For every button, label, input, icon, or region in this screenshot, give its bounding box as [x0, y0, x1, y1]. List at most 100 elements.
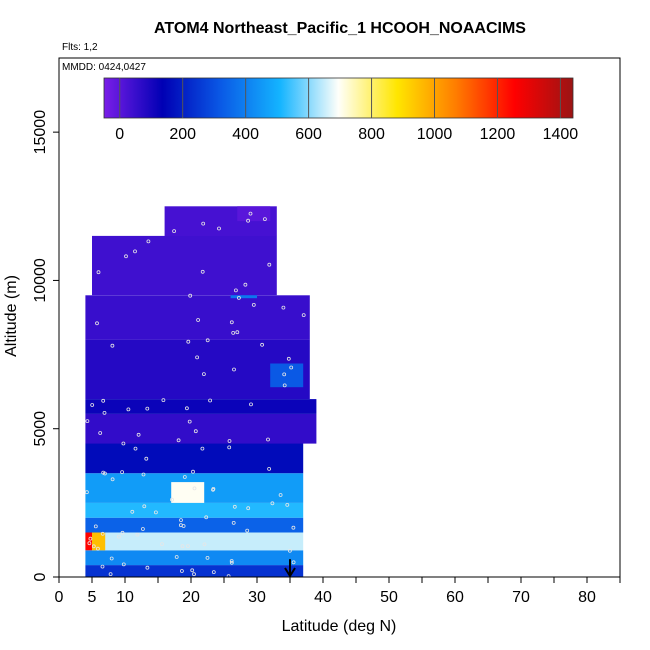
heatmap-cell	[85, 295, 310, 340]
colorbar-tick-label: 1200	[480, 126, 516, 143]
sample-point	[196, 318, 201, 322]
sample-point	[181, 524, 186, 528]
sample-point	[100, 564, 105, 569]
sample-point	[232, 367, 236, 372]
sample-point	[109, 556, 114, 561]
sample-point	[130, 509, 135, 514]
sample-point	[176, 438, 181, 443]
x-tick-label: 0	[55, 589, 64, 606]
heatmap-cell	[85, 502, 304, 518]
sample-point	[161, 398, 166, 403]
sample-point	[249, 402, 253, 407]
sample-point	[217, 226, 221, 231]
sample-point	[88, 536, 93, 541]
sample-point	[227, 445, 232, 450]
sample-point	[251, 302, 256, 307]
sample-point	[226, 574, 231, 578]
chart-title: ATOM4 Northeast_Pacific_1 HCOOH_NOAACIMS	[154, 20, 526, 37]
heatmap-cell	[270, 363, 304, 388]
colorbar-tick-label: 200	[169, 126, 196, 143]
colorbar: 0 200 400 600 800 1000 1200 1400	[103, 77, 579, 143]
sample-point	[85, 490, 89, 495]
sample-point	[124, 254, 128, 259]
sample-point	[229, 320, 234, 325]
sample-point	[190, 568, 195, 573]
sample-point	[267, 466, 272, 471]
x-tick-label: 50	[380, 589, 398, 606]
plot-frame	[58, 57, 621, 578]
flights-note: Flts: 1,2	[62, 42, 98, 53]
sample-point	[91, 544, 96, 549]
sample-point	[282, 372, 287, 377]
sample-point	[135, 532, 140, 537]
heatmap-cell	[85, 517, 304, 533]
heatmap-cell	[85, 565, 304, 577]
sample-point	[266, 437, 270, 442]
y-tick-label: 15000	[32, 110, 49, 155]
sample-point	[144, 456, 149, 461]
sample-point	[246, 218, 251, 223]
sample-point	[93, 524, 98, 529]
x-tick-label: 30	[248, 589, 266, 606]
sample-point	[170, 497, 174, 502]
sample-point	[184, 406, 189, 411]
sample-point	[192, 486, 197, 491]
y-tick-label: 10000	[32, 258, 49, 303]
y-tick-label: 0	[32, 572, 49, 581]
sample-point	[85, 419, 90, 424]
sample-point	[201, 221, 206, 226]
sample-point	[282, 383, 287, 388]
heatmap-cell	[92, 235, 277, 296]
sample-point	[90, 403, 95, 407]
sample-point	[96, 546, 100, 551]
heatmap-cell	[85, 550, 304, 566]
colorbar-tick-label: 400	[232, 126, 259, 143]
sample-point	[205, 338, 210, 343]
sample-point	[133, 249, 137, 254]
colorbar-tick-label: 1400	[543, 126, 579, 143]
colorbar-tick-label: 800	[358, 126, 385, 143]
sample-point	[126, 407, 131, 412]
marker-arrow-head	[284, 567, 296, 578]
sample-point	[248, 211, 253, 216]
sample-points	[85, 211, 306, 578]
sample-point	[233, 288, 238, 293]
x-tick-label: 80	[578, 589, 596, 606]
sample-point	[182, 475, 187, 479]
sample-point	[145, 565, 150, 570]
sample-point	[200, 446, 205, 451]
sample-point	[291, 525, 296, 530]
sample-point	[285, 502, 290, 507]
y-axis: 0 5000 10000 15000	[32, 110, 59, 581]
sample-point	[187, 419, 192, 424]
sample-point	[121, 441, 126, 446]
sample-point	[140, 527, 145, 531]
sample-point	[243, 282, 248, 287]
heatmap-cell	[85, 413, 317, 444]
x-tick-label: 20	[182, 589, 200, 606]
heatmap-cell	[237, 206, 271, 222]
sample-point	[100, 531, 105, 536]
sample-point	[291, 560, 296, 565]
x-axis-label: Latitude (deg N)	[282, 618, 397, 635]
sample-point	[235, 330, 240, 335]
sample-point	[136, 432, 141, 437]
x-tick-label: 70	[512, 589, 530, 606]
sample-point	[87, 541, 92, 546]
sample-point	[185, 544, 190, 548]
heatmap-cell	[85, 532, 304, 551]
sample-point	[186, 339, 191, 344]
sample-point	[174, 555, 179, 559]
sample-point	[208, 398, 213, 403]
sample-point	[160, 542, 164, 546]
sample-point	[133, 446, 138, 451]
sample-point	[301, 313, 306, 318]
colorbar-tick-label: 600	[295, 126, 322, 143]
sample-point	[278, 493, 283, 497]
heatmap-cells	[85, 206, 317, 577]
sample-point	[179, 569, 184, 573]
sample-point	[141, 472, 146, 477]
sample-point	[101, 470, 106, 475]
heatmap-cell	[85, 532, 92, 551]
